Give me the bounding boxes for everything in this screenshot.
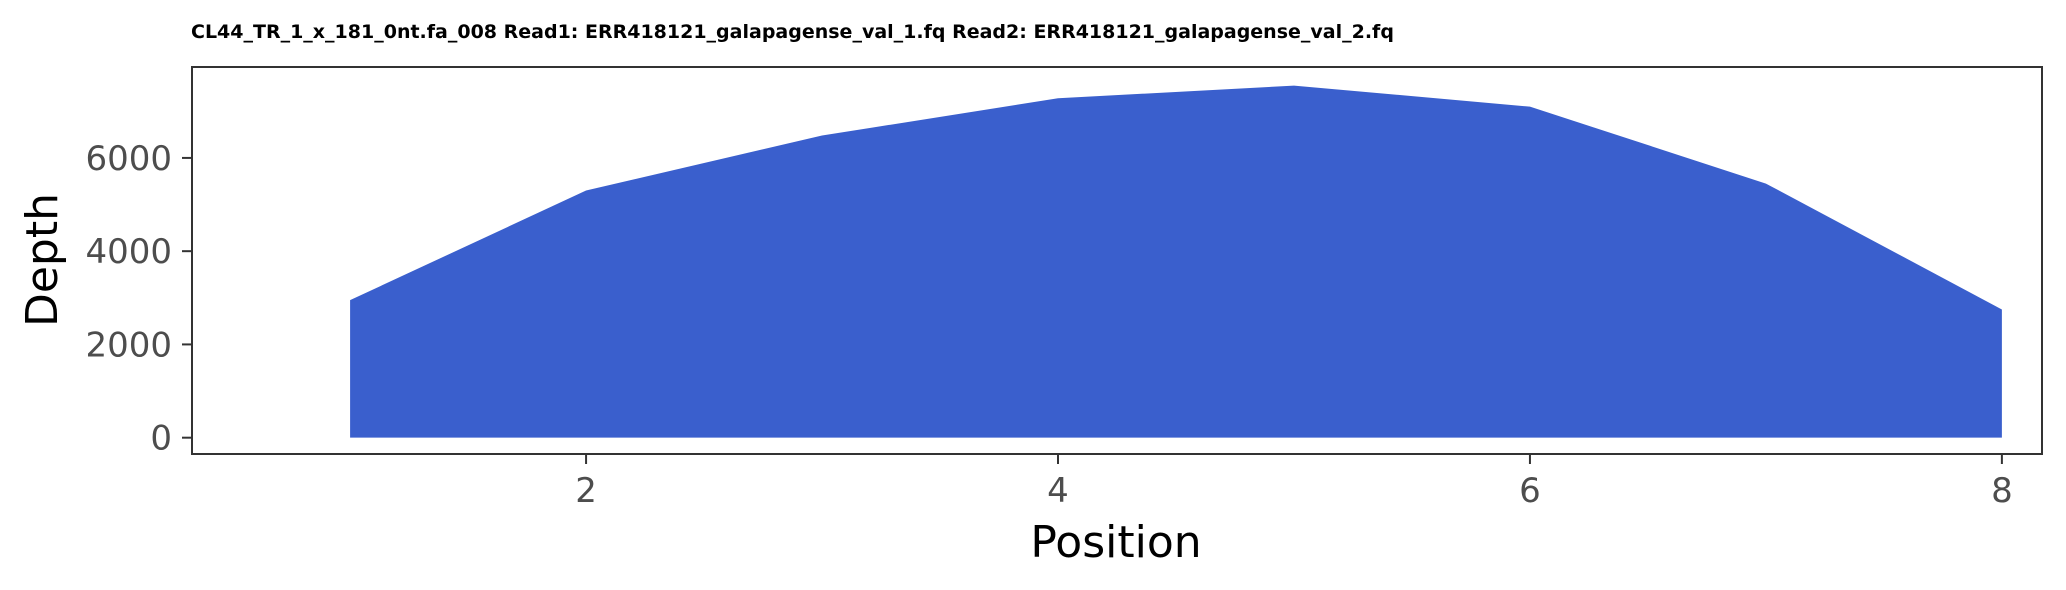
y-axis-title: Depth xyxy=(17,193,68,327)
x-tick-label: 8 xyxy=(1991,471,2013,511)
area-layer xyxy=(350,85,2002,438)
chart-title: CL44_TR_1_x_181_0nt.fa_008 Read1: ERR418… xyxy=(191,21,1394,43)
y-tick-label: 2000 xyxy=(85,325,172,365)
x-tick-label: 6 xyxy=(1519,471,1541,511)
x-tick-label: 4 xyxy=(1047,471,1069,511)
y-tick-label: 4000 xyxy=(85,232,172,272)
y-tick-label: 0 xyxy=(150,419,172,459)
x-tick-label: 2 xyxy=(575,471,597,511)
x-axis: 2 4 6 8 xyxy=(575,454,2013,511)
plot-panel-border xyxy=(191,66,2043,455)
x-axis-title: Position xyxy=(1030,517,1201,568)
y-tick-label: 6000 xyxy=(85,139,172,179)
depth-area xyxy=(350,85,2002,438)
y-axis: 0 2000 4000 6000 xyxy=(85,139,192,459)
